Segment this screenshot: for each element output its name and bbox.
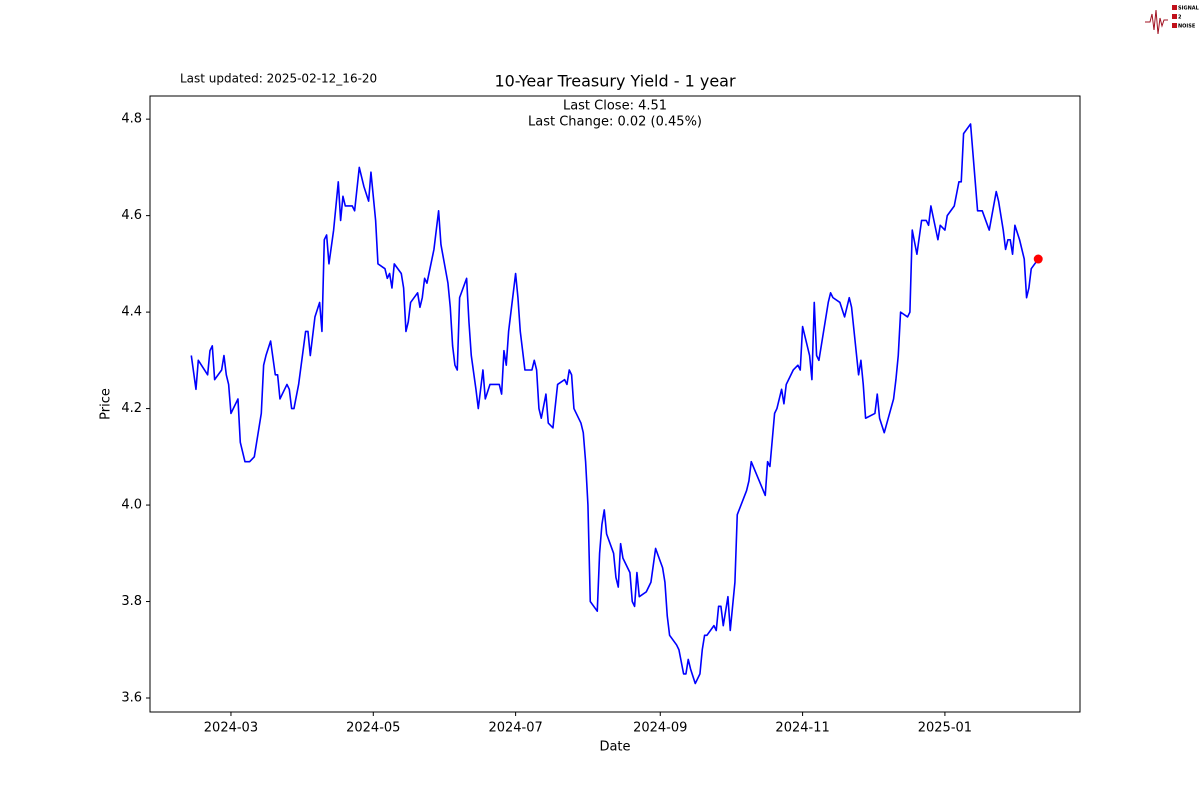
y-tick-label: 4.4 xyxy=(121,305,142,320)
y-tick-label: 4.0 xyxy=(121,498,142,513)
x-tick-label: 2024-11 xyxy=(775,721,829,736)
x-tick-label: 2025-01 xyxy=(918,721,972,736)
logo-text: 2 xyxy=(1178,15,1182,21)
x-tick-label: 2024-05 xyxy=(346,721,400,736)
chart-title: 10-Year Treasury Yield - 1 year xyxy=(494,72,736,91)
logo-text: NOISE xyxy=(1178,24,1196,30)
price-line xyxy=(190,123,1039,685)
last-point xyxy=(1033,254,1043,264)
logo-box xyxy=(1172,23,1177,28)
x-tick-label: 2024-03 xyxy=(204,721,258,736)
y-tick-label: 3.6 xyxy=(121,691,142,706)
logo-wave xyxy=(1145,9,1168,35)
y-tick-label: 3.8 xyxy=(121,594,142,609)
x-tick-label: 2024-09 xyxy=(633,721,687,736)
x-tick-label: 2024-07 xyxy=(488,721,542,736)
y-tick-label: 4.6 xyxy=(121,208,142,223)
plot-frame xyxy=(149,95,1081,713)
y-tick-label: 4.8 xyxy=(121,112,142,127)
last-close: Last Close: 4.51 xyxy=(563,99,667,114)
last-updated: Last updated: 2025-02-12_16-20 xyxy=(180,72,377,86)
logo: SIGNAL 2 NOISE xyxy=(1145,5,1200,35)
y-axis-label: Price xyxy=(99,388,114,420)
x-axis-label: Date xyxy=(599,740,630,755)
y-tick-label: 4.2 xyxy=(121,401,142,416)
logo-box xyxy=(1172,14,1177,19)
logo-box xyxy=(1172,5,1177,10)
last-change: Last Change: 0.02 (0.45%) xyxy=(528,115,702,130)
logo-text: SIGNAL xyxy=(1178,6,1200,12)
